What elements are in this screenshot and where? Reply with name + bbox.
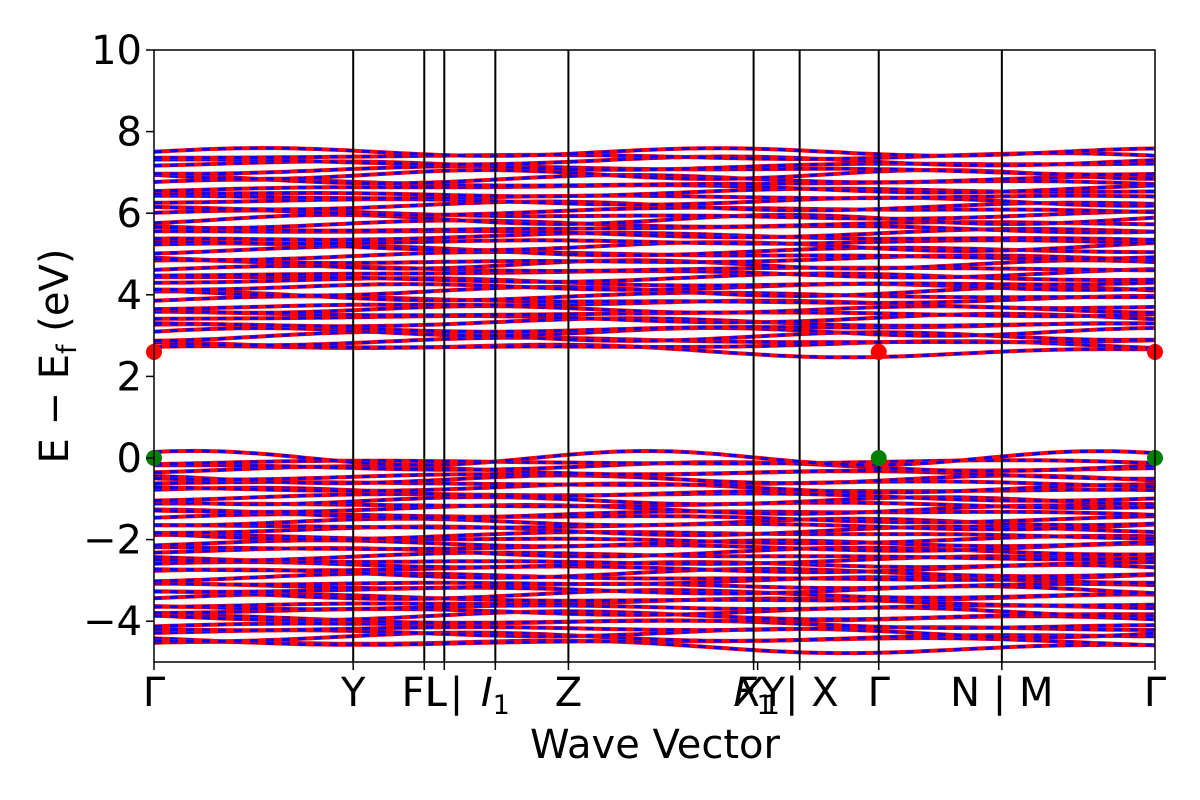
valence-band-down	[154, 525, 1155, 537]
valence-band-down	[154, 449, 1155, 467]
y-axis-title-sub: f	[52, 343, 83, 354]
conduction-band-down	[154, 205, 1155, 217]
x-tick-label: Γ	[868, 670, 891, 716]
y-axis: −4 −2 0 2 4 6 8 10	[83, 28, 154, 645]
conduction-band-down	[154, 316, 1155, 328]
valence-band-down	[154, 530, 1155, 541]
extrema-markers	[146, 343, 1163, 466]
y-tick-label: 10	[91, 28, 142, 74]
conduction-band-down	[154, 194, 1155, 200]
conduction-band-down	[154, 282, 1155, 292]
conduction-band-down	[154, 173, 1155, 185]
y-tick-label: −4	[83, 599, 142, 645]
y-tick-label: 0	[117, 436, 142, 482]
valence-band-down	[154, 458, 1155, 466]
y-tick-label: 6	[117, 191, 142, 237]
bands-layer	[154, 145, 1155, 656]
y-axis-title: E − Ef (eV)	[32, 249, 83, 464]
valence-band-down	[154, 588, 1155, 601]
x-tick-label: Z	[555, 670, 582, 716]
x-tick-label: Γ	[143, 670, 166, 716]
x-tick-label: I1	[481, 670, 510, 721]
conduction-band-down	[154, 213, 1155, 226]
conduction-band-down	[154, 224, 1155, 234]
x-tick-label: Y| X	[760, 670, 839, 716]
y-tick-label: 8	[117, 110, 142, 156]
y-tick-label: 4	[117, 273, 142, 319]
plot-frame	[153, 49, 1156, 663]
valence-band-down	[154, 554, 1155, 566]
x-tick-label: X1	[733, 670, 780, 721]
y-tick-label: −2	[83, 518, 142, 564]
valence-band-down	[154, 508, 1155, 520]
x-tick-label: F1	[733, 670, 773, 721]
valence-band-down	[154, 571, 1155, 583]
conduction-band-down	[154, 231, 1155, 242]
valence-band-down	[154, 495, 1155, 506]
conduction-band-down	[154, 146, 1155, 158]
x-tick-label: I |	[425, 670, 463, 716]
x-tick-label: Y	[340, 670, 366, 716]
cbm-marker	[870, 343, 887, 360]
conduction-band-down	[154, 276, 1155, 287]
x-tick-label: FL	[402, 670, 448, 716]
y-axis-title-unit: (eV)	[32, 249, 78, 345]
y-tick-label: 2	[117, 354, 142, 400]
vbm-marker	[870, 450, 887, 466]
conduction-band-down	[154, 253, 1155, 265]
x-tick-label: Γ	[1144, 670, 1167, 716]
y-axis-title-main: E − E	[32, 354, 78, 464]
x-tick-label: N | M	[950, 670, 1053, 716]
x-axis-title: Wave Vector	[530, 722, 781, 768]
